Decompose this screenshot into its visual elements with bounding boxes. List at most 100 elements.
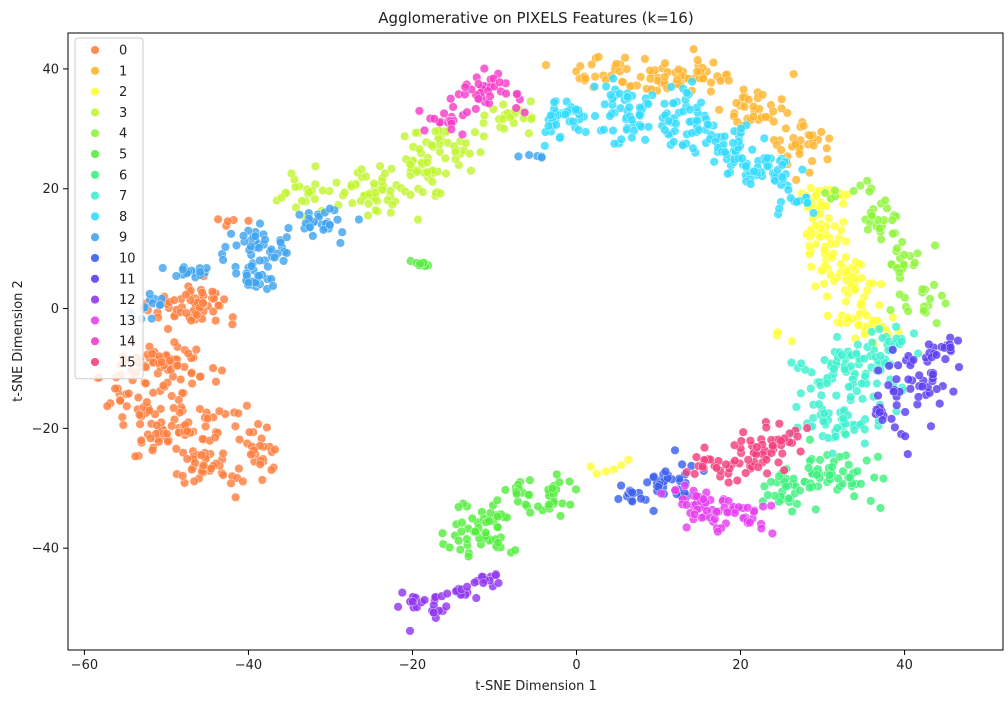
data-point xyxy=(721,459,731,469)
data-point xyxy=(203,413,213,424)
data-point xyxy=(777,448,787,459)
data-point xyxy=(862,455,872,466)
data-point xyxy=(874,324,884,334)
data-point xyxy=(520,107,530,118)
data-point xyxy=(346,181,356,192)
data-point xyxy=(543,121,554,131)
data-point xyxy=(135,419,145,429)
series-14 xyxy=(414,64,530,139)
legend-item-8: 8 xyxy=(90,210,127,225)
data-point xyxy=(660,72,670,82)
data-point xyxy=(325,204,335,214)
data-point xyxy=(555,511,566,521)
data-point xyxy=(729,440,740,450)
data-point xyxy=(325,220,335,230)
data-point xyxy=(525,508,535,518)
data-point xyxy=(857,394,868,404)
data-point xyxy=(862,311,872,321)
data-point xyxy=(439,108,449,118)
data-point xyxy=(917,382,927,392)
data-point xyxy=(766,477,776,487)
data-point xyxy=(337,227,347,237)
data-point xyxy=(609,464,619,475)
data-point xyxy=(762,153,772,163)
data-point xyxy=(692,116,702,126)
legend-marker xyxy=(90,66,100,76)
data-point xyxy=(255,441,265,451)
data-point xyxy=(283,223,294,233)
data-point xyxy=(627,487,637,497)
data-point xyxy=(405,159,415,169)
x-axis-label: t-SNE Dimension 1 xyxy=(475,679,597,694)
legend-marker xyxy=(90,128,100,138)
data-point xyxy=(884,361,894,371)
data-point xyxy=(931,350,942,360)
legend-marker xyxy=(90,45,100,55)
data-point xyxy=(841,429,851,440)
data-point xyxy=(266,465,277,475)
data-point xyxy=(371,188,381,198)
data-point xyxy=(856,298,866,308)
data-point xyxy=(836,259,846,269)
legend-item-7: 7 xyxy=(90,189,127,204)
data-point xyxy=(211,316,221,326)
data-point xyxy=(226,478,236,488)
data-point xyxy=(748,102,759,112)
data-point xyxy=(493,538,503,548)
data-point xyxy=(590,72,600,82)
series-9 xyxy=(126,150,547,324)
data-point xyxy=(187,379,197,389)
data-point xyxy=(953,336,963,346)
data-point xyxy=(213,300,224,310)
data-point xyxy=(304,187,314,197)
data-point xyxy=(414,144,425,154)
data-point xyxy=(796,446,806,457)
data-point xyxy=(802,198,812,208)
data-point xyxy=(888,345,898,355)
data-point xyxy=(756,523,766,533)
data-point xyxy=(810,281,820,291)
data-point xyxy=(914,370,924,380)
x-tick-label: −20 xyxy=(399,658,426,673)
data-point xyxy=(743,503,753,513)
data-point xyxy=(804,241,814,251)
data-point xyxy=(455,545,465,555)
data-point xyxy=(799,121,809,131)
data-point xyxy=(829,364,839,374)
series-0 xyxy=(93,214,280,502)
data-point xyxy=(685,104,695,115)
data-point xyxy=(877,415,888,425)
data-point xyxy=(869,472,879,483)
data-point xyxy=(437,528,448,538)
data-point xyxy=(736,123,746,134)
data-point xyxy=(899,259,909,269)
data-point xyxy=(787,336,797,346)
data-point xyxy=(814,399,824,409)
data-point xyxy=(841,252,851,262)
data-point xyxy=(627,133,637,143)
data-point xyxy=(926,421,936,431)
data-point xyxy=(152,420,162,430)
series-3 xyxy=(272,96,537,225)
data-point xyxy=(549,97,559,107)
data-point xyxy=(724,76,734,86)
data-point xyxy=(102,401,112,411)
data-point xyxy=(318,185,328,196)
y-tick-label: −40 xyxy=(32,542,59,557)
data-point xyxy=(804,463,814,473)
data-point xyxy=(784,493,794,503)
data-point xyxy=(774,204,784,214)
data-point xyxy=(824,133,834,144)
data-point xyxy=(201,421,211,431)
data-point xyxy=(470,526,480,536)
data-point xyxy=(206,463,216,473)
data-point xyxy=(837,350,847,360)
data-point xyxy=(115,396,125,406)
data-point xyxy=(441,168,451,179)
data-point xyxy=(187,465,197,475)
data-point xyxy=(623,92,633,102)
data-point xyxy=(279,256,289,266)
data-point xyxy=(207,287,217,297)
data-point xyxy=(361,171,371,182)
data-point xyxy=(844,382,854,392)
